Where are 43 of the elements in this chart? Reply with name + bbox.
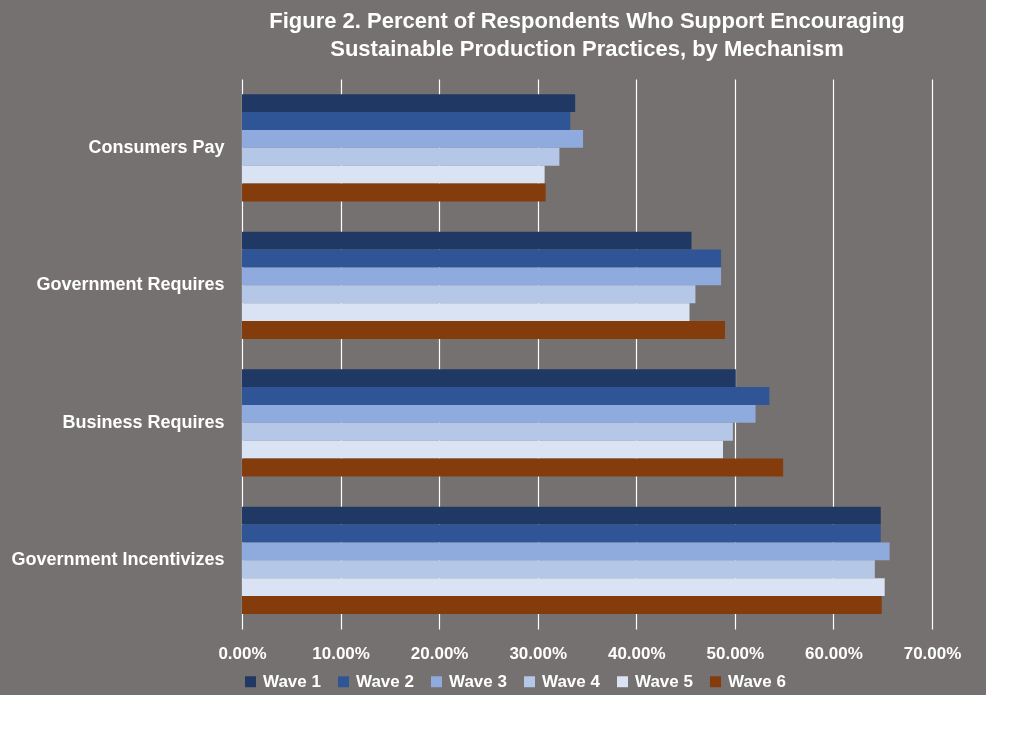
bar <box>242 165 545 184</box>
bar <box>242 321 725 339</box>
x-tick-label: 50.00% <box>706 643 765 663</box>
bar <box>242 129 584 148</box>
legend-label: Wave 3 <box>449 671 507 691</box>
bar <box>242 249 722 268</box>
bar <box>242 506 881 525</box>
x-tick-label: 0.00% <box>218 643 267 663</box>
x-tick-label: 40.00% <box>607 643 666 663</box>
legend-label: Wave 2 <box>356 671 414 691</box>
x-tick-label: 70.00% <box>903 643 962 663</box>
legend-label: Wave 5 <box>635 671 693 691</box>
bar <box>242 458 784 477</box>
bar <box>242 147 560 166</box>
x-tick-label: 60.00% <box>805 643 863 663</box>
bar <box>242 596 882 614</box>
bar <box>242 231 692 250</box>
x-tick-label: 20.00% <box>410 643 469 663</box>
x-tick-label: 10.00% <box>312 643 370 663</box>
bar <box>242 524 881 543</box>
bar <box>242 183 546 202</box>
bar <box>242 387 770 405</box>
y-tick-label: Consumers Pay <box>88 136 225 157</box>
bar <box>242 112 571 130</box>
bar <box>242 440 724 459</box>
y-tick-label: Business Requires <box>62 411 225 432</box>
bar <box>242 303 690 321</box>
y-tick-label: Government Incentivizes <box>11 549 225 570</box>
legend-label: Wave 1 <box>263 671 321 691</box>
bar <box>242 542 890 561</box>
bar <box>242 369 736 387</box>
legend-label: Wave 4 <box>542 671 601 691</box>
y-tick-label: Government Requires <box>36 274 225 295</box>
bar <box>242 422 733 441</box>
bar <box>242 560 875 579</box>
bar <box>242 578 885 596</box>
bar <box>242 267 722 286</box>
legend-label: Wave 6 <box>728 671 786 691</box>
bar <box>242 285 696 304</box>
bar <box>242 404 756 423</box>
bar <box>242 94 576 112</box>
chart-title: Figure 2. Percent of Respondents Who Support Encouraging Sustainable Production Practices, by Mechanism <box>269 8 905 61</box>
x-tick-label: 30.00% <box>509 643 568 663</box>
